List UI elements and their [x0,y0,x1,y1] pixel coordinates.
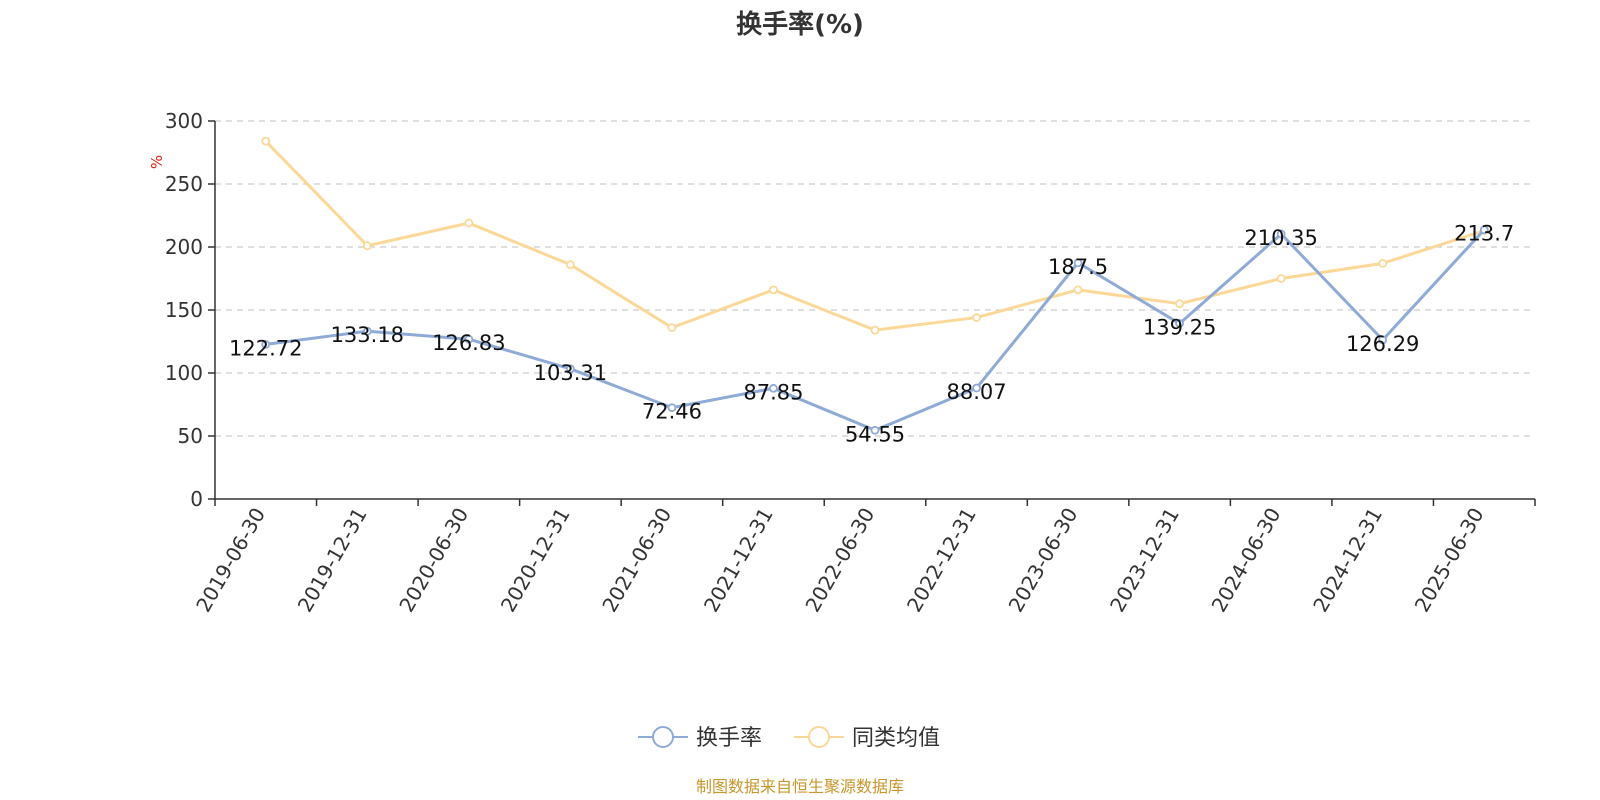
legend-marker [652,726,674,748]
x-tick-label: 2020-06-30 [394,504,473,617]
data-point[interactable] [362,241,372,251]
data-point[interactable] [261,136,271,146]
axes [208,120,1536,506]
x-tick-label: 2019-06-30 [191,504,270,617]
data-label: 139.25 [1143,316,1216,340]
x-tick-label: 2022-12-31 [902,504,981,617]
data-point[interactable] [870,425,880,435]
data-point[interactable] [464,334,474,344]
legend-marker [808,726,830,748]
x-tick-labels: 2019-06-30 2019-12-31 2020-06-30 2020-12-31… [191,504,1488,617]
data-point[interactable] [972,383,981,393]
data-label: 103.31 [534,361,607,385]
data-point[interactable] [667,403,677,413]
data-labels: 122.72 133.18 126.83 103.31 72.46 87.85 54.55 8… [229,222,1514,447]
data-point[interactable] [1175,319,1185,328]
y-tick-label: 50 [178,424,203,448]
data-point[interactable] [1073,285,1083,295]
data-label: 87.85 [743,380,803,404]
legend-label: 同类均值 [852,726,940,751]
y-tick-label: 100 [165,361,203,385]
data-point[interactable] [1175,299,1185,309]
x-tick-label: 2023-06-30 [1004,504,1083,617]
data-point[interactable] [261,339,271,349]
data-label: 133.18 [331,323,404,347]
data-point[interactable] [1073,258,1083,268]
data-point[interactable] [769,285,778,295]
data-point[interactable] [1479,225,1489,235]
legend[interactable]: 换手率 同类均值 [638,726,940,751]
data-label: 213.7 [1454,222,1514,246]
data-label: 122.72 [229,336,302,360]
legend-item-peer-average[interactable]: 同类均值 [794,726,940,751]
x-tick-label: 2021-12-31 [699,504,778,617]
data-point[interactable] [565,364,575,374]
x-tick-label: 2019-12-31 [293,504,372,617]
data-point[interactable] [1276,274,1286,283]
legend-label: 换手率 [696,726,762,751]
x-tick-label: 2021-06-30 [597,504,676,617]
x-tick-label: 2020-12-31 [496,504,575,617]
data-point[interactable] [1276,229,1286,239]
y-tick-labels: 0 50 100 150 200 250 300 [165,109,203,511]
data-label: 72.46 [642,400,702,424]
data-point[interactable] [769,383,778,393]
data-point[interactable] [1378,335,1388,345]
series-group [261,136,1489,435]
x-tick-label: 2023-12-31 [1105,504,1184,617]
data-point[interactable] [362,326,372,336]
data-label: 88.07 [946,380,1006,404]
source-note: 制图数据来自恒生聚源数据库 [696,777,904,796]
y-axis-unit-label: % [148,155,166,169]
data-point[interactable] [870,325,880,335]
x-tick-label: 2022-06-30 [800,504,879,617]
y-tick-label: 150 [165,298,203,322]
x-tick-label: 2024-06-30 [1207,504,1286,617]
data-label: 126.29 [1346,332,1419,356]
data-label: 210.35 [1244,226,1317,250]
data-label: 54.55 [845,422,905,446]
grid-lines [215,120,1535,437]
data-point[interactable] [464,218,474,228]
y-tick-label: 200 [165,235,203,259]
data-label: 126.83 [432,331,505,355]
x-tick-label: 2024-12-31 [1308,504,1387,617]
x-tick-label: 2025-06-30 [1410,504,1489,617]
chart-title: 换手率(%) [736,9,864,40]
data-point[interactable] [972,313,981,322]
y-tick-label: 300 [165,109,203,133]
data-point[interactable] [1378,258,1388,268]
legend-item-turnover[interactable]: 换手率 [638,726,762,751]
y-tick-label: 250 [165,172,203,196]
data-point[interactable] [667,323,677,333]
data-label: 187.5 [1048,255,1108,279]
y-tick-label: 0 [190,487,203,511]
data-point[interactable] [565,260,575,270]
